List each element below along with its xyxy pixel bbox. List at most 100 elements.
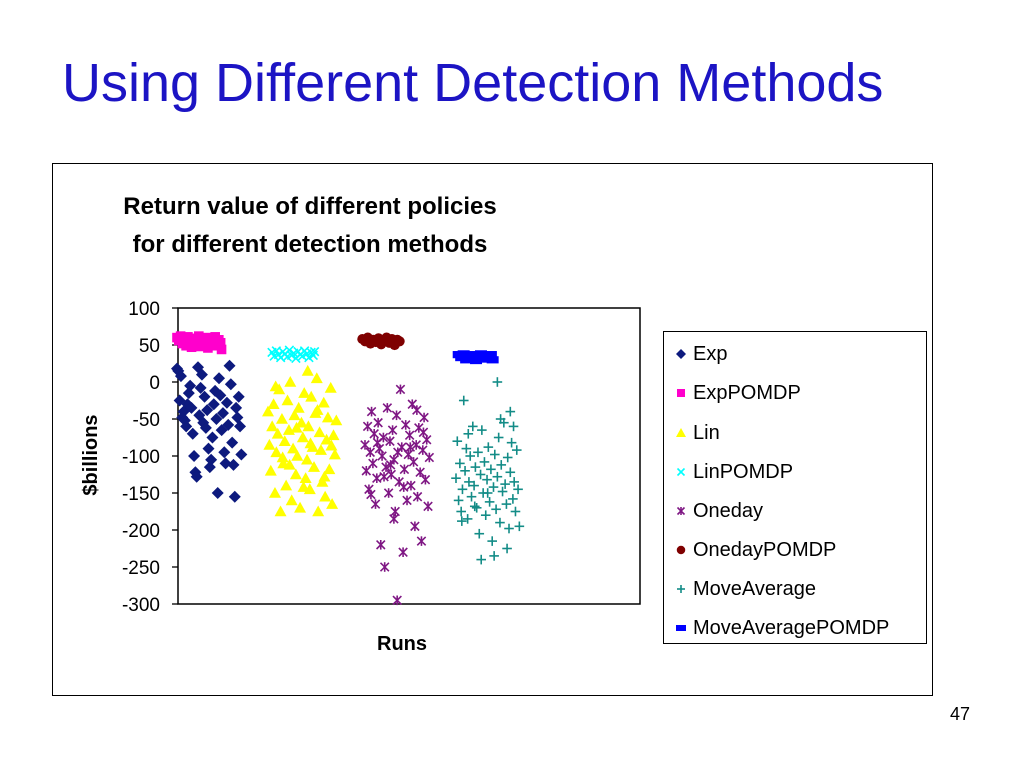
legend-item-moveaveragepomdp: MoveAveragePOMDP: [674, 616, 889, 640]
data-point: [184, 379, 197, 392]
data-point: [406, 480, 416, 491]
y-axis: 100 50 0 -50 -100 -150 -200 -250 -300: [122, 299, 178, 616]
data-point: [399, 464, 410, 475]
data-point: [385, 460, 396, 470]
data-point: [457, 484, 468, 495]
data-point: [320, 433, 333, 445]
data-point: [489, 449, 500, 460]
data-point: [423, 501, 433, 512]
data-point: [280, 479, 293, 491]
data-point: [488, 482, 499, 492]
data-point: [216, 407, 229, 420]
data-point: [213, 372, 226, 385]
data-point: [324, 381, 337, 393]
data-point: [266, 420, 279, 432]
data-point: [228, 490, 241, 503]
data-point: [379, 562, 390, 572]
data-point: [453, 495, 464, 506]
y-tick-label: -250: [122, 558, 160, 579]
data-point: [379, 471, 389, 482]
data-point: [295, 416, 308, 428]
data-point: [301, 453, 314, 465]
legend-item-linpomdp: LinPOMDP: [674, 460, 793, 484]
data-point: [180, 420, 193, 433]
data-point: [220, 396, 233, 409]
legend-item-exp: Exp: [674, 342, 727, 366]
data-point: [231, 411, 244, 424]
data-point: [405, 442, 416, 452]
data-point: [502, 543, 512, 554]
series-onedaypomdp: [357, 332, 405, 351]
data-point: [491, 504, 501, 515]
data-point: [385, 436, 395, 446]
data-point: [274, 505, 287, 517]
data-point: [366, 489, 376, 500]
page-number: 47: [949, 704, 970, 724]
data-point: [455, 458, 465, 469]
data-point: [404, 430, 415, 441]
data-point: [462, 514, 473, 524]
data-point: [395, 384, 406, 395]
data-point: [366, 406, 377, 417]
data-point: [493, 432, 504, 443]
series-oneday: [360, 384, 435, 606]
data-point: [194, 381, 207, 394]
data-point: [505, 406, 516, 417]
data-point: [412, 491, 423, 502]
data-point: [419, 412, 429, 423]
data-point: [304, 437, 317, 449]
data-point: [487, 536, 498, 546]
series-lin: [262, 364, 343, 517]
data-point: [382, 403, 393, 413]
data-point: [398, 547, 408, 557]
y-tick-label: -150: [122, 484, 160, 505]
data-point: [198, 390, 211, 403]
y-tick-label: -200: [122, 521, 160, 542]
data-point: [469, 501, 480, 512]
data-point: [312, 505, 325, 517]
data-point: [479, 457, 490, 467]
data-point: [288, 409, 301, 421]
legend-label: Oneday: [693, 499, 764, 522]
data-point: [394, 336, 405, 347]
data-point: [369, 429, 379, 439]
data-point: [234, 420, 247, 433]
data-point: [505, 467, 516, 478]
legend-item-lin: Lin: [674, 421, 720, 445]
data-point: [214, 389, 227, 402]
data-point: [393, 447, 403, 458]
data-point: [301, 364, 314, 376]
data-point: [484, 497, 495, 507]
legend-label: ExpPOMDP: [693, 381, 801, 404]
data-point: [190, 470, 203, 483]
data-point: [290, 421, 303, 433]
data-point: [314, 444, 327, 455]
data-point: [270, 446, 283, 458]
data-point: [492, 471, 503, 482]
x-marker-icon: [676, 467, 686, 477]
data-point: [291, 450, 304, 461]
data-point: [509, 477, 519, 487]
data-point: [386, 469, 397, 480]
data-point: [461, 443, 472, 454]
data-point: [511, 445, 522, 455]
data-point: [495, 414, 506, 424]
data-point: [328, 448, 341, 460]
data-point: [284, 376, 297, 387]
data-point: [496, 460, 507, 470]
data-point: [326, 498, 339, 509]
data-point: [383, 488, 394, 498]
data-point: [309, 346, 320, 357]
data-point: [222, 418, 235, 431]
data-point: [412, 405, 422, 415]
data-point: [468, 421, 478, 432]
data-point: [235, 448, 248, 461]
data-point: [296, 431, 309, 443]
legend-item-moveaverage: MoveAverage: [674, 577, 816, 601]
data-point: [271, 427, 284, 439]
data-point: [276, 451, 289, 463]
data-point: [510, 506, 521, 517]
dash-marker-icon: [676, 625, 686, 631]
data-point: [203, 461, 216, 474]
